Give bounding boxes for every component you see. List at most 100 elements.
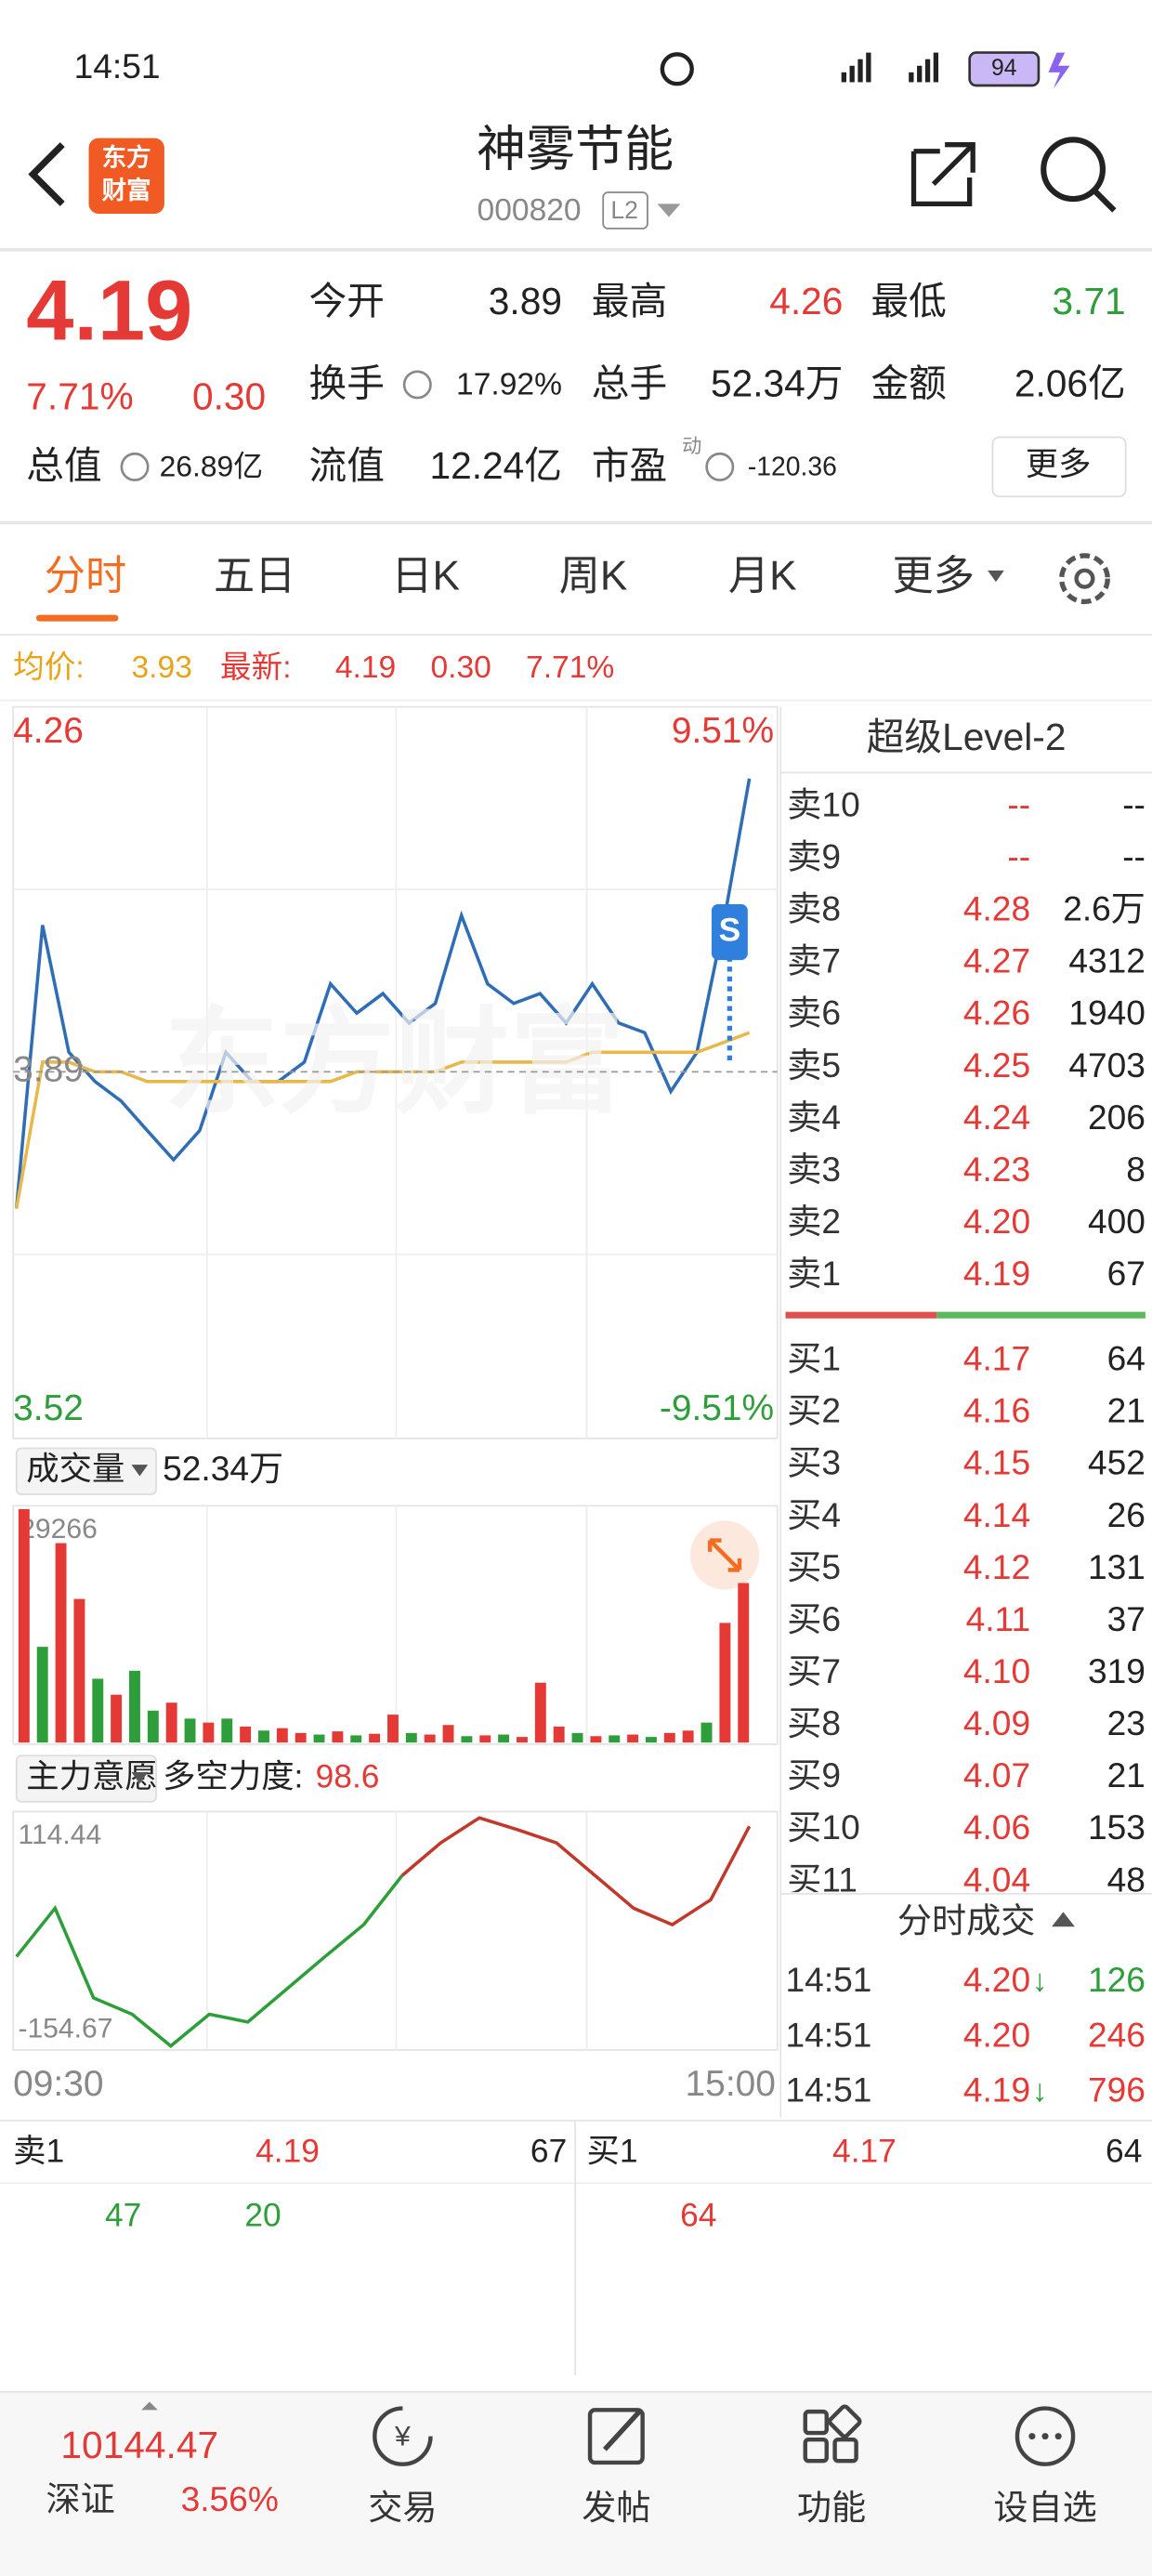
book-level: 买6 bbox=[787, 1599, 841, 1638]
latest-value: 4.19 bbox=[335, 651, 396, 685]
logo[interactable] bbox=[88, 138, 164, 214]
level-badge: L2 bbox=[610, 196, 637, 224]
book-volume: 1940 bbox=[1068, 993, 1145, 1032]
book-level: 买3 bbox=[787, 1443, 841, 1482]
book-price: 4.10 bbox=[963, 1651, 1030, 1690]
queue-price: 4.19 bbox=[255, 2134, 320, 2170]
expand-arrow[interactable] bbox=[1052, 1912, 1075, 1927]
logo-text: 东方 bbox=[102, 144, 151, 172]
volume-bar bbox=[387, 1715, 399, 1743]
stat-label: 最低 bbox=[871, 280, 947, 322]
volume-bar bbox=[111, 1694, 123, 1743]
book-volume: 8 bbox=[1126, 1150, 1145, 1189]
volume-bar bbox=[553, 1726, 565, 1743]
trade-price: 4.19 bbox=[963, 2070, 1030, 2109]
index-value: 10144.47 bbox=[60, 2424, 218, 2466]
stat-label: 换手 bbox=[309, 361, 385, 404]
volume-bar bbox=[517, 1737, 528, 1743]
watermark: 东方财富 bbox=[164, 999, 624, 1127]
latest-change: 0.30 bbox=[430, 651, 491, 685]
volume-bar bbox=[738, 1583, 750, 1743]
stat-value: -120.36 bbox=[748, 452, 837, 481]
tab[interactable]: 周K bbox=[559, 553, 628, 598]
stat-value: 2.06亿 bbox=[1015, 361, 1126, 404]
function-icon bbox=[827, 2404, 862, 2438]
indicator-selector[interactable] bbox=[15, 1755, 157, 1803]
tab[interactable]: 五日 bbox=[214, 553, 295, 598]
book-volume: 400 bbox=[1088, 1202, 1145, 1241]
volume-bar bbox=[147, 1710, 159, 1743]
stat-value: 4.26 bbox=[769, 280, 843, 322]
y-tick-label: 114.44 bbox=[18, 1820, 101, 1850]
tab[interactable]: 月K bbox=[728, 553, 797, 598]
nav-item[interactable]: 交易 bbox=[368, 2488, 437, 2527]
stock-code: 000820 bbox=[478, 193, 582, 228]
search-icon[interactable] bbox=[1041, 137, 1106, 203]
tab[interactable]: 更多 bbox=[893, 553, 975, 598]
book-price: 4.17 bbox=[963, 1339, 1030, 1378]
dropdown-arrow[interactable] bbox=[657, 204, 681, 217]
trade-volume: 796 bbox=[1088, 2070, 1145, 2109]
volume-title: 成交量 bbox=[26, 1452, 124, 1488]
book-volume: 21 bbox=[1107, 1391, 1145, 1430]
signal-icon bbox=[841, 52, 939, 83]
change: 0.30 bbox=[192, 375, 266, 418]
book-volume: 4312 bbox=[1068, 941, 1145, 980]
book-volume: 153 bbox=[1088, 1807, 1145, 1847]
volume-selector[interactable] bbox=[15, 1447, 157, 1495]
signal-marker[interactable] bbox=[711, 903, 748, 961]
book-level: 买1 bbox=[787, 1339, 841, 1378]
nav-item[interactable]: 功能 bbox=[797, 2488, 866, 2527]
volume-bar bbox=[590, 1736, 602, 1743]
back-button[interactable] bbox=[28, 142, 65, 206]
volume-bar bbox=[700, 1722, 713, 1743]
y-tick-label: -154.67 bbox=[18, 2014, 112, 2044]
x-tick-label: 09:30 bbox=[13, 2064, 103, 2104]
stat-superscript: 动 bbox=[682, 435, 701, 457]
share-icon[interactable] bbox=[910, 142, 975, 207]
y-tick-label: 3.52 bbox=[13, 1388, 84, 1428]
tab[interactable]: 日K bbox=[391, 553, 460, 598]
queue-volume: 64 bbox=[1106, 2134, 1142, 2170]
nav-item[interactable]: 发帖 bbox=[582, 2488, 650, 2527]
queue-label: 卖1 bbox=[13, 2134, 64, 2170]
trade-icon[interactable] bbox=[373, 2406, 433, 2466]
volume-bar bbox=[405, 1732, 417, 1743]
book-level: 卖7 bbox=[787, 941, 841, 980]
post-icon[interactable] bbox=[587, 2408, 645, 2465]
logo-text: 财富 bbox=[102, 177, 151, 204]
trade-volume: 246 bbox=[1088, 2015, 1145, 2054]
volume-bar bbox=[350, 1735, 362, 1743]
trade-direction: ↓ bbox=[1032, 1964, 1048, 1998]
latest-pct: 7.71% bbox=[526, 651, 614, 685]
book-level: 买10 bbox=[787, 1807, 859, 1847]
queue-volume: 67 bbox=[530, 2134, 567, 2170]
avg-label: 均价: bbox=[13, 650, 85, 685]
stat-label: 金额 bbox=[871, 361, 947, 404]
watchlist-icon[interactable] bbox=[1015, 2406, 1076, 2466]
book-level: 买11 bbox=[787, 1860, 857, 1899]
function-icon[interactable] bbox=[803, 2409, 829, 2436]
bottom-nav bbox=[0, 2391, 1152, 2576]
y2-tick-label: 9.51% bbox=[672, 711, 774, 751]
tab[interactable]: 分时 bbox=[45, 553, 126, 598]
stat-label: 总手 bbox=[592, 361, 667, 404]
book-level: 卖3 bbox=[787, 1150, 841, 1189]
book-price: 4.07 bbox=[963, 1755, 1030, 1794]
stat-value: 52.34万 bbox=[711, 361, 843, 404]
y-tick-label: 29266 bbox=[20, 1514, 98, 1544]
stat-value: 3.71 bbox=[1053, 280, 1126, 322]
stat-label: 今开 bbox=[309, 280, 385, 322]
nav-item[interactable]: 设自选 bbox=[993, 2488, 1096, 2527]
function-icon bbox=[832, 2437, 858, 2464]
volume-total: 52.34万 bbox=[163, 1449, 283, 1488]
more-button[interactable] bbox=[991, 436, 1127, 498]
book-price: 4.19 bbox=[963, 1254, 1030, 1293]
expand-icon bbox=[707, 1538, 742, 1572]
volume-bar bbox=[129, 1670, 140, 1743]
tab-indicator bbox=[35, 614, 119, 622]
settings-icon[interactable] bbox=[1059, 553, 1110, 605]
